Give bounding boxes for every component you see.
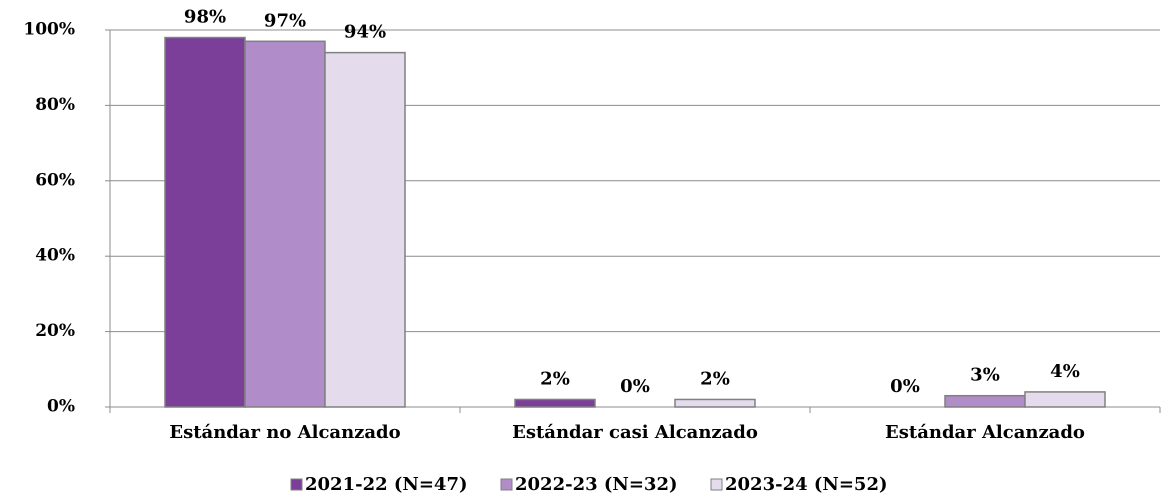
bar (674, 398, 756, 408)
y-tick-label: 100% (23, 20, 75, 40)
bar (164, 36, 246, 408)
x-tick-label: Estándar no Alcanzado (169, 422, 400, 443)
legend-label: 2023-24 (N=52) (725, 474, 888, 495)
data-label: 3% (970, 365, 1000, 386)
data-label: 94% (344, 22, 386, 43)
data-label: 98% (184, 7, 226, 28)
legend-label: 2022-23 (N=32) (515, 474, 678, 495)
bar (944, 394, 1026, 408)
legend-swatch (290, 478, 303, 491)
bar (514, 398, 596, 408)
data-label: 0% (620, 376, 650, 397)
y-tick-label: 0% (47, 397, 75, 417)
bar (244, 40, 326, 408)
legend-swatch (500, 478, 513, 491)
y-tick-label: 20% (35, 321, 75, 341)
bar (324, 51, 406, 408)
data-label: 2% (700, 368, 730, 389)
data-label: 4% (1050, 361, 1080, 382)
x-tick-label: Estándar casi Alcanzado (512, 422, 758, 443)
y-tick-label: 80% (35, 95, 75, 115)
legend-swatch (710, 478, 723, 491)
bar (1024, 391, 1106, 408)
data-label: 97% (264, 10, 306, 31)
data-label: 0% (890, 376, 920, 397)
data-label: 2% (540, 368, 570, 389)
y-tick-label: 60% (35, 170, 75, 190)
x-tick-label: Estándar Alcanzado (885, 422, 1085, 443)
y-tick-label: 40% (35, 246, 75, 266)
legend-label: 2021-22 (N=47) (305, 474, 468, 495)
